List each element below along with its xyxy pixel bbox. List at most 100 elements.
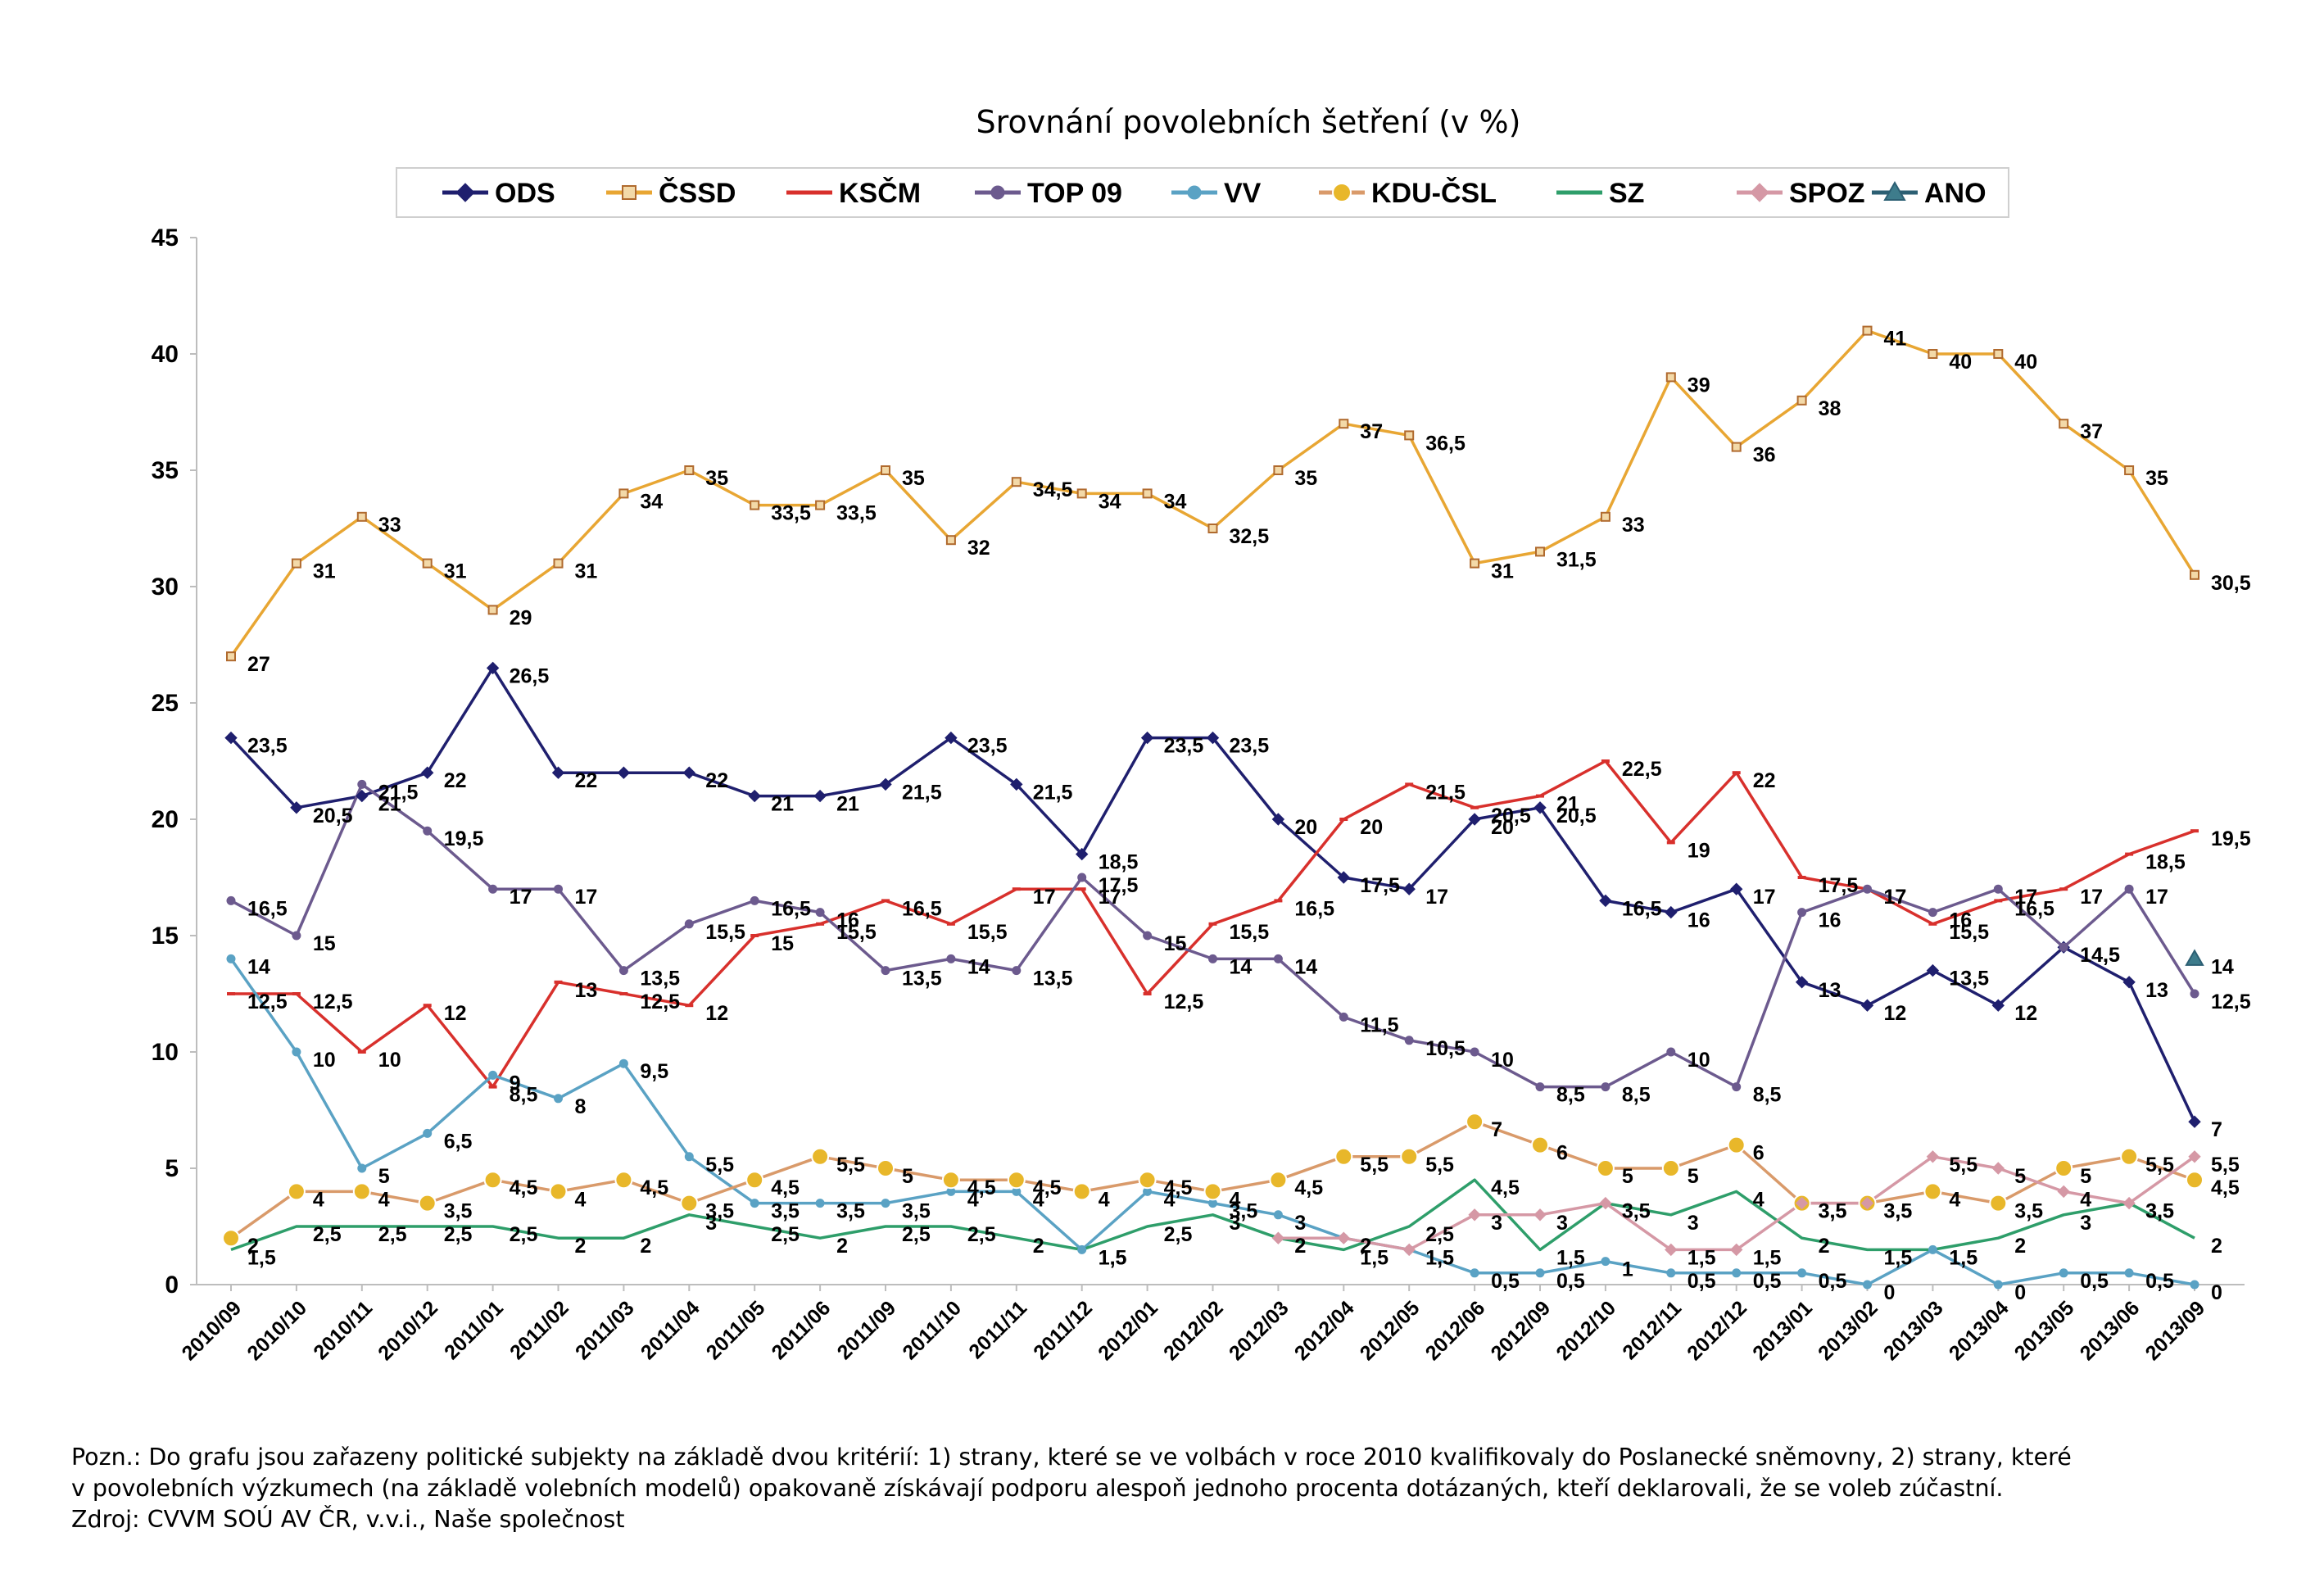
data-label: 9 [510,1072,521,1095]
data-point [1993,349,2004,359]
data-point [2059,419,2069,429]
data-point [614,1171,633,1190]
data-label: 9,5 [640,1060,668,1083]
data-point [1269,1171,1288,1190]
data-point [1993,884,2003,894]
data-label: 16 [836,909,859,932]
data-point [2122,1196,2136,1210]
data-label: 22 [1753,769,1776,792]
data-label: 4,5 [1491,1176,1520,1199]
x-tick-label: 2010/10 [242,1296,311,1365]
y-tick-label: 0 [165,1272,179,1299]
data-label: 2,5 [1164,1223,1193,1246]
data-point [1797,908,1807,918]
data-point [1665,1243,1678,1257]
data-point [2059,942,2068,952]
data-label: 2 [836,1235,848,1258]
data-point [2190,569,2199,580]
data-label: 4 [313,1188,324,1211]
data-point [2057,1185,2070,1199]
y-tick-label: 20 [152,806,179,833]
x-tick-label: 2012/09 [1487,1296,1556,1365]
data-point [1535,1268,1545,1278]
data-point [1729,882,1743,895]
data-label: 4 [2080,1188,2091,1211]
data-label: 12 [705,1002,728,1025]
legend-marker [622,185,636,200]
data-label: 1,5 [1884,1246,1913,1269]
data-label: 4,5 [1164,1176,1193,1199]
data-point [1533,1208,1547,1222]
data-label: 3 [2080,1212,2091,1235]
data-label: 17 [2145,886,2168,909]
y-tick-label: 45 [152,224,179,252]
x-tick-label: 2010/11 [309,1296,377,1364]
data-point [877,1159,895,1177]
data-label: 36 [1753,444,1776,467]
data-label: 14,5 [2080,944,2120,967]
data-point [881,465,890,475]
data-label: 4 [1164,1188,1176,1211]
legend-label: SZ [1609,178,1644,209]
data-point [750,500,760,510]
data-point [420,766,434,779]
data-point [1077,1244,1087,1254]
data-point [554,1094,563,1104]
data-point [1729,1243,1743,1257]
data-label: 13 [1819,979,1842,1002]
data-point [750,895,759,905]
data-label: 35 [1294,467,1317,490]
data-label: 3,5 [1622,1200,1651,1223]
data-point [1273,1210,1283,1220]
data-point [2188,1115,2201,1128]
data-point [2124,1268,2134,1278]
data-label: 33 [1622,514,1645,537]
data-label: 1,5 [1688,1246,1716,1269]
data-point [1138,1171,1157,1190]
data-point [1860,1196,1874,1210]
data-point [811,1147,830,1166]
data-label: 2 [575,1235,587,1258]
x-tick-label: 2010/12 [374,1296,442,1365]
data-label: 16 [1949,909,1972,932]
x-tick-label: 2012/03 [1225,1296,1293,1365]
data-point [618,966,628,976]
data-label: 23,5 [1230,735,1270,758]
data-label: 40 [2014,351,2037,374]
y-tick-label: 10 [152,1039,179,1066]
x-tick-label: 2012/01 [1094,1296,1162,1365]
data-label: 22 [705,769,728,792]
data-point [1203,1182,1222,1201]
data-label: 38 [1819,397,1842,420]
data-label: 15,5 [705,921,745,944]
data-point [1470,1268,1479,1278]
data-label: 3,5 [2014,1200,2043,1223]
data-point [1601,1082,1610,1092]
data-label: 5 [2014,1165,2026,1188]
x-tick-label: 2012/10 [1552,1296,1620,1365]
data-point [1206,731,1220,745]
note-line-1: Pozn.: Do grafu jsou zařazeny politické … [71,1444,2072,1471]
data-label: 1,5 [1425,1246,1454,1269]
data-point [618,1058,628,1068]
data-label: 1,5 [1099,1246,1127,1269]
data-label: 17 [1884,886,1907,909]
data-point [946,954,956,963]
data-label: 3 [1688,1212,1699,1235]
data-label: 3,5 [2145,1200,2174,1223]
data-point [750,1199,759,1208]
data-point [226,895,236,905]
data-point [1208,954,1217,963]
legend-label: ODS [495,178,555,209]
data-label: 16,5 [1622,897,1662,920]
x-tick-label: 2013/05 [2010,1296,2079,1365]
x-tick-label: 2012/02 [1159,1296,1228,1365]
data-point [1337,1231,1351,1244]
data-label: 1,5 [1099,1246,1127,1269]
data-label: 29 [510,606,532,629]
data-point [881,966,890,976]
data-label: 2,5 [902,1223,931,1246]
data-label: 5 [1688,1165,1699,1188]
data-point [1599,894,1612,908]
data-label: 2 [2211,1235,2222,1258]
